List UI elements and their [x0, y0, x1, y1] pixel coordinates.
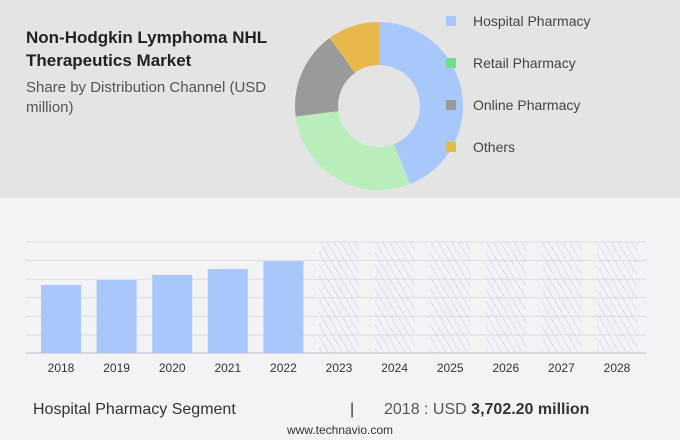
legend: Hospital Pharmacy Retail Pharmacy Online P… [446, 0, 591, 168]
bar-2020 [152, 274, 193, 353]
legend-label: Hospital Pharmacy [473, 13, 591, 29]
x-tick-label: 2028 [604, 361, 631, 375]
legend-swatch [446, 58, 456, 68]
site-url: www.technavio.com [286, 423, 394, 437]
legend-label: Others [473, 139, 516, 155]
x-tick-label: 2026 [492, 361, 519, 375]
legend-item: Hospital Pharmacy [446, 0, 591, 42]
legend-item: Online Pharmacy [446, 84, 591, 126]
x-tick-label: 2021 [214, 361, 241, 375]
forecast-bar-2028 [597, 242, 637, 353]
chart-title: Non-Hodgkin Lymphoma NHL Therapeutics Ma… [26, 28, 267, 70]
legend-swatch [446, 142, 456, 152]
bar-2019 [96, 279, 137, 353]
chart-subtitle: Share by Distribution Channel (USD milli… [26, 79, 267, 116]
legend-swatch [446, 100, 456, 110]
separator: | [350, 401, 355, 418]
x-tick-label: 2027 [548, 361, 575, 375]
forecast-bar-2023 [319, 242, 359, 353]
x-tick-label: 2023 [326, 361, 353, 375]
x-tick-label: 2025 [437, 361, 464, 375]
year-label: 2018 : USD [384, 401, 467, 418]
segment-label: Hospital Pharmacy Segment [33, 401, 236, 418]
legend-item: Retail Pharmacy [446, 42, 591, 84]
bar-2022 [263, 261, 304, 353]
x-tick-label: 2024 [381, 361, 408, 375]
forecast-bar-2025 [430, 242, 471, 353]
forecast-bar-2024 [374, 242, 415, 353]
x-tick-label: 2020 [159, 361, 186, 375]
legend-swatch [446, 16, 456, 26]
segment-value: 3,702.20 million [471, 401, 590, 418]
x-tick-label: 2018 [48, 361, 75, 375]
x-tick-label: 2019 [103, 361, 130, 375]
legend-item: Others [446, 126, 591, 168]
bar-2021 [207, 269, 248, 353]
forecast-bar-2027 [541, 242, 582, 353]
legend-label: Online Pharmacy [473, 97, 581, 113]
bar-2018 [41, 285, 81, 353]
legend-label: Retail Pharmacy [473, 55, 576, 71]
forecast-bar-2026 [485, 242, 526, 353]
x-tick-label: 2022 [270, 361, 297, 375]
